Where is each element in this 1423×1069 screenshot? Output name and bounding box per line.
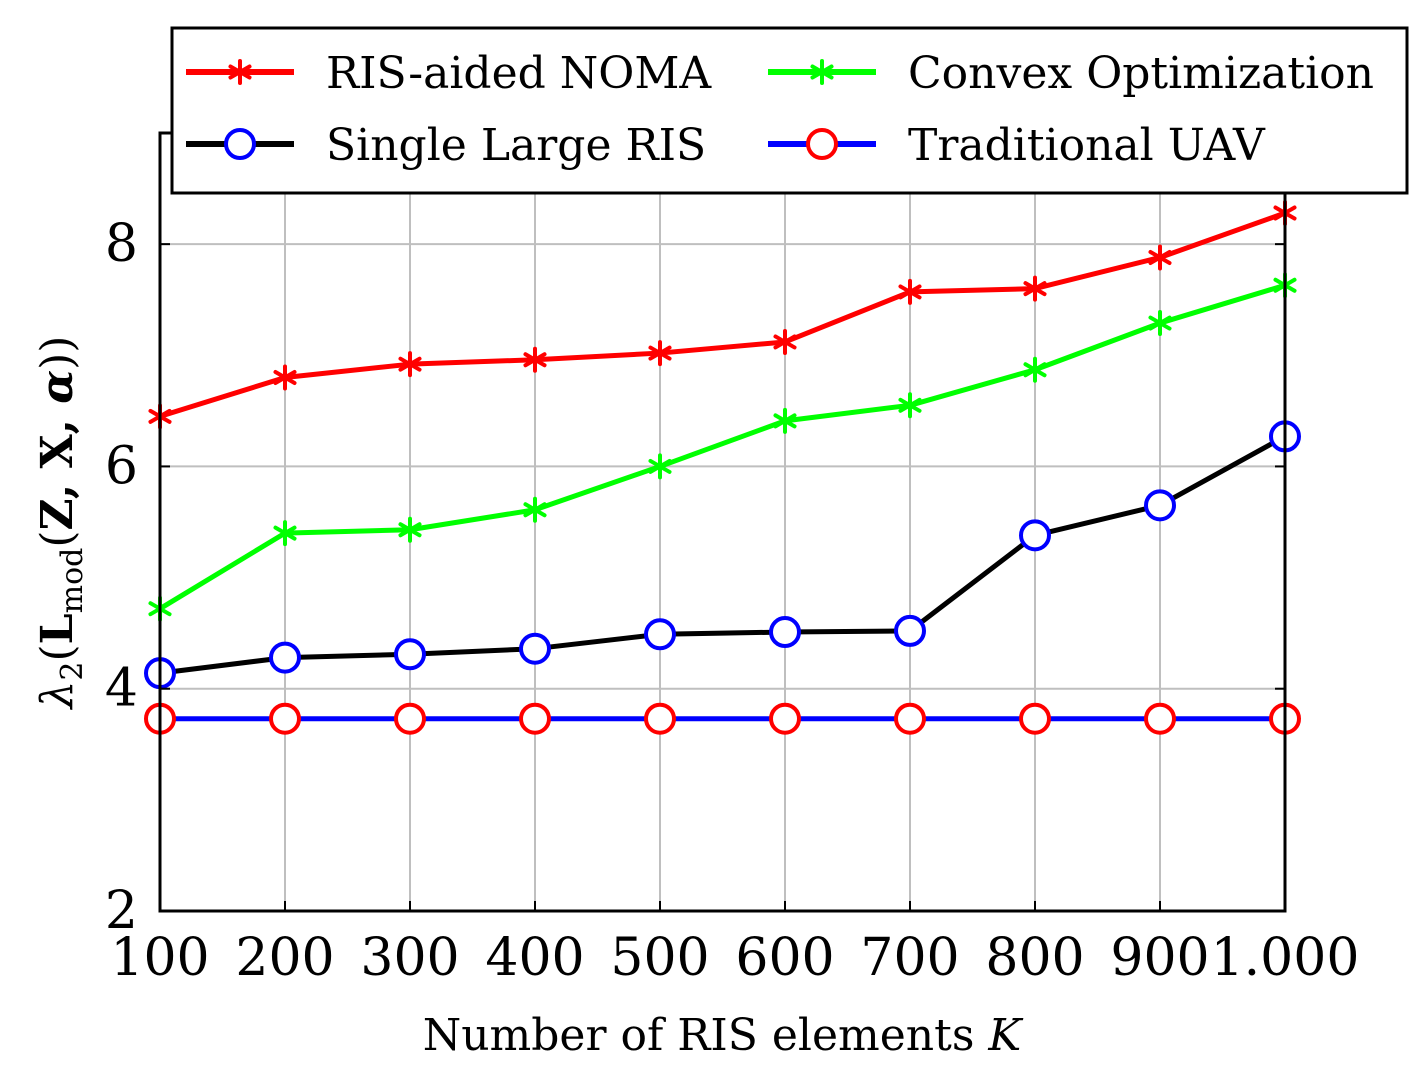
x-tick-label: 1.000 (1211, 928, 1360, 988)
x-tick-label: 400 (485, 928, 584, 988)
single-large-ris-point (394, 638, 426, 671)
plot-frame (158, 131, 1287, 913)
traditional-uav-point (519, 702, 551, 735)
legend-label: RIS-aided NOMA (326, 48, 712, 99)
legend-marker (810, 59, 834, 85)
single-large-ris-line (159, 434, 1287, 676)
legend-marker (228, 59, 252, 85)
ris-aided-noma-point (273, 364, 297, 391)
ris-aided-noma-point (1148, 244, 1172, 271)
legend-entry-ris-aided-noma: RIS-aided NOMA (186, 48, 712, 99)
legend-label: Traditional UAV (908, 120, 1266, 171)
ris-aided-noma-point (1023, 275, 1047, 302)
x-tick-label: 700 (860, 928, 959, 988)
single-large-ris-point (644, 618, 676, 651)
x-tick-label: 800 (985, 928, 1084, 988)
x-tick-label: 100 (110, 928, 209, 988)
single-large-ris-point (1144, 489, 1176, 522)
ris-aided-noma-point (898, 278, 922, 305)
legend-box (170, 26, 1409, 195)
legend-entry-traditional-uav: Traditional UAV (768, 120, 1266, 171)
traditional-uav-point (1019, 702, 1051, 735)
convex-optimization-point (273, 520, 297, 547)
y-tick-label: 2 (105, 881, 138, 941)
ris-aided-noma-point (398, 351, 422, 378)
single-large-ris-point (519, 632, 551, 665)
x-tick-label: 300 (360, 928, 459, 988)
series-ris-aided-noma (148, 200, 1297, 430)
convex-optimization-line (158, 282, 1286, 611)
series-single-large-ris (144, 420, 1301, 690)
single-large-ris-point (269, 641, 301, 674)
legend-label: Convex Optimization (908, 48, 1374, 99)
legend-entry-single-large-ris: Single Large RIS (186, 120, 706, 171)
ris-aided-noma-point (648, 340, 672, 367)
y-axis-label: λ2(Lmod(Z, X, α)) (32, 336, 90, 711)
x-tick-label: 900 (1110, 928, 1209, 988)
ris-aided-noma-line (159, 210, 1286, 419)
traditional-uav-point (1144, 702, 1176, 735)
x-tick-label: 200 (235, 928, 334, 988)
single-large-ris-point (1019, 519, 1051, 552)
traditional-uav-point (644, 702, 676, 735)
traditional-uav-point (269, 702, 301, 735)
x-tick-label: 500 (610, 928, 709, 988)
single-large-ris-point (894, 614, 926, 647)
ris-aided-noma-point (773, 328, 797, 355)
convex-optimization-point (523, 496, 547, 523)
legend-entry-convex-optimization: Convex Optimization (768, 48, 1374, 99)
x-tick-label: 600 (735, 928, 834, 988)
traditional-uav-point (894, 702, 926, 735)
legend: RIS-aided NOMA Convex Optimization Single … (170, 26, 1409, 195)
convex-optimization-point (648, 453, 672, 480)
convex-optimization-point (398, 516, 422, 543)
traditional-uav-point (394, 702, 426, 735)
ris-aided-noma-point (523, 346, 547, 373)
legend-marker (224, 128, 256, 160)
grid (159, 133, 1286, 911)
single-large-ris-point (769, 616, 801, 649)
tick-layer: 100 200 300 400 500 600 700 800 900 1.000 2 4 6 8 (105, 133, 1360, 988)
convex-optimization-point (898, 392, 922, 419)
series-convex-optimization (148, 272, 1297, 622)
convex-optimization-point (1023, 356, 1047, 383)
legend-label: Single Large RIS (326, 120, 706, 171)
legend-marker (806, 128, 838, 160)
convex-optimization-point (773, 407, 797, 434)
y-tick-label: 8 (105, 214, 138, 274)
y-tick-label: 4 (105, 659, 138, 719)
traditional-uav-point (769, 702, 801, 735)
x-axis-label: Number of RIS elements K (423, 1010, 1024, 1061)
y-tick-label: 6 (105, 436, 138, 496)
convex-optimization-point (1148, 310, 1172, 337)
series-traditional-uav (144, 702, 1301, 735)
